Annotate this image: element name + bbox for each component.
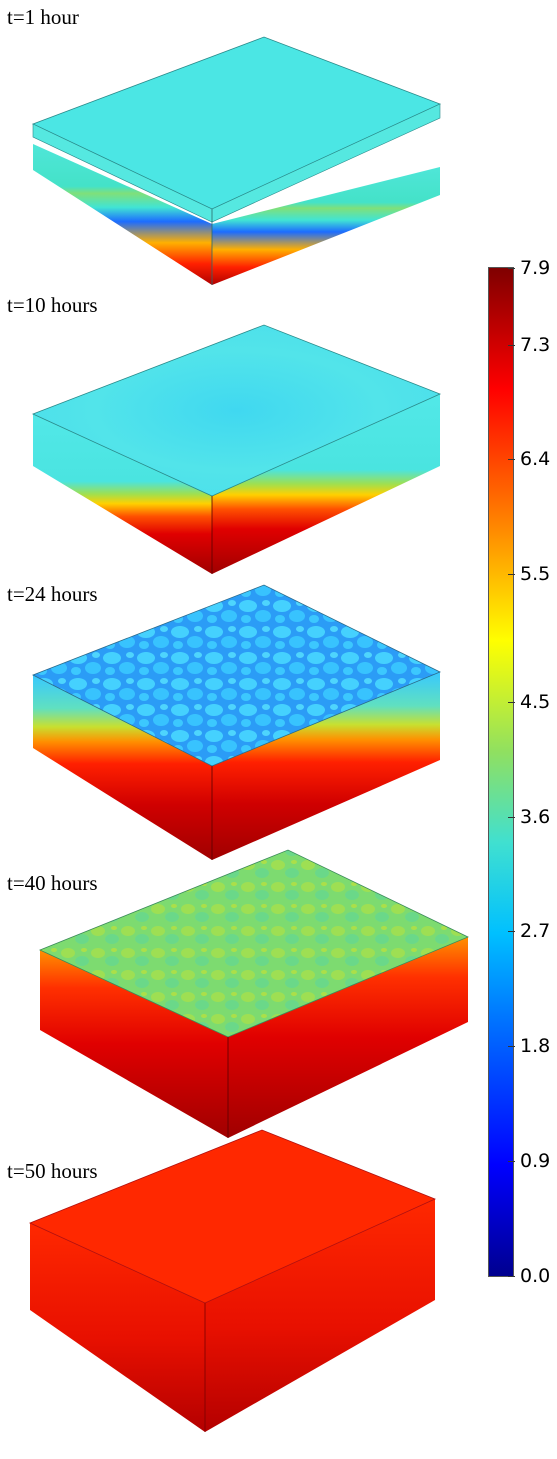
colorbar-tick-label: 7.9	[520, 257, 551, 279]
colorbar-tick	[508, 345, 515, 346]
colorbar-tick	[508, 1046, 515, 1047]
colorbar-tick	[508, 459, 515, 460]
panel-label-1-hour: t=1 hour	[7, 5, 79, 29]
panel-label-40-hours: t=40 hours	[7, 871, 98, 895]
slab-1-hour	[31, 36, 442, 285]
colorbar-tick	[508, 1161, 515, 1162]
slab-40-hours	[38, 849, 469, 1138]
colorbar-tick-label: 2.7	[520, 920, 551, 942]
colorbar	[488, 267, 514, 1277]
colorbar-tick	[508, 574, 515, 575]
colorbar-tick-label: 1.8	[520, 1035, 551, 1057]
colorbar-tick-label: 5.5	[520, 563, 551, 585]
slab-24-hours	[32, 584, 441, 860]
colorbar-tick-label: 0.9	[520, 1150, 551, 1172]
colorbar-tick-label: 0.0	[520, 1265, 551, 1287]
colorbar-tick	[508, 268, 515, 269]
colorbar-tick	[508, 702, 515, 703]
colorbar-tick-label: 7.3	[520, 334, 551, 356]
colorbar-tick-label: 3.6	[520, 806, 551, 828]
colorbar-tick	[508, 817, 515, 818]
slab-10-hours	[31, 324, 442, 574]
colorbar-tick	[508, 931, 515, 932]
colorbar-tick-label: 6.4	[520, 448, 551, 470]
colorbar-tick-label: 4.5	[520, 691, 551, 713]
panel-label-24-hours: t=24 hours	[7, 582, 98, 606]
colorbar-tick	[508, 1276, 515, 1277]
colorbar-gradient	[489, 268, 513, 1276]
panel-label-10-hours: t=10 hours	[7, 293, 98, 317]
panel-label-50-hours: t=50 hours	[7, 1159, 98, 1183]
slab-50-hours	[28, 1129, 437, 1432]
